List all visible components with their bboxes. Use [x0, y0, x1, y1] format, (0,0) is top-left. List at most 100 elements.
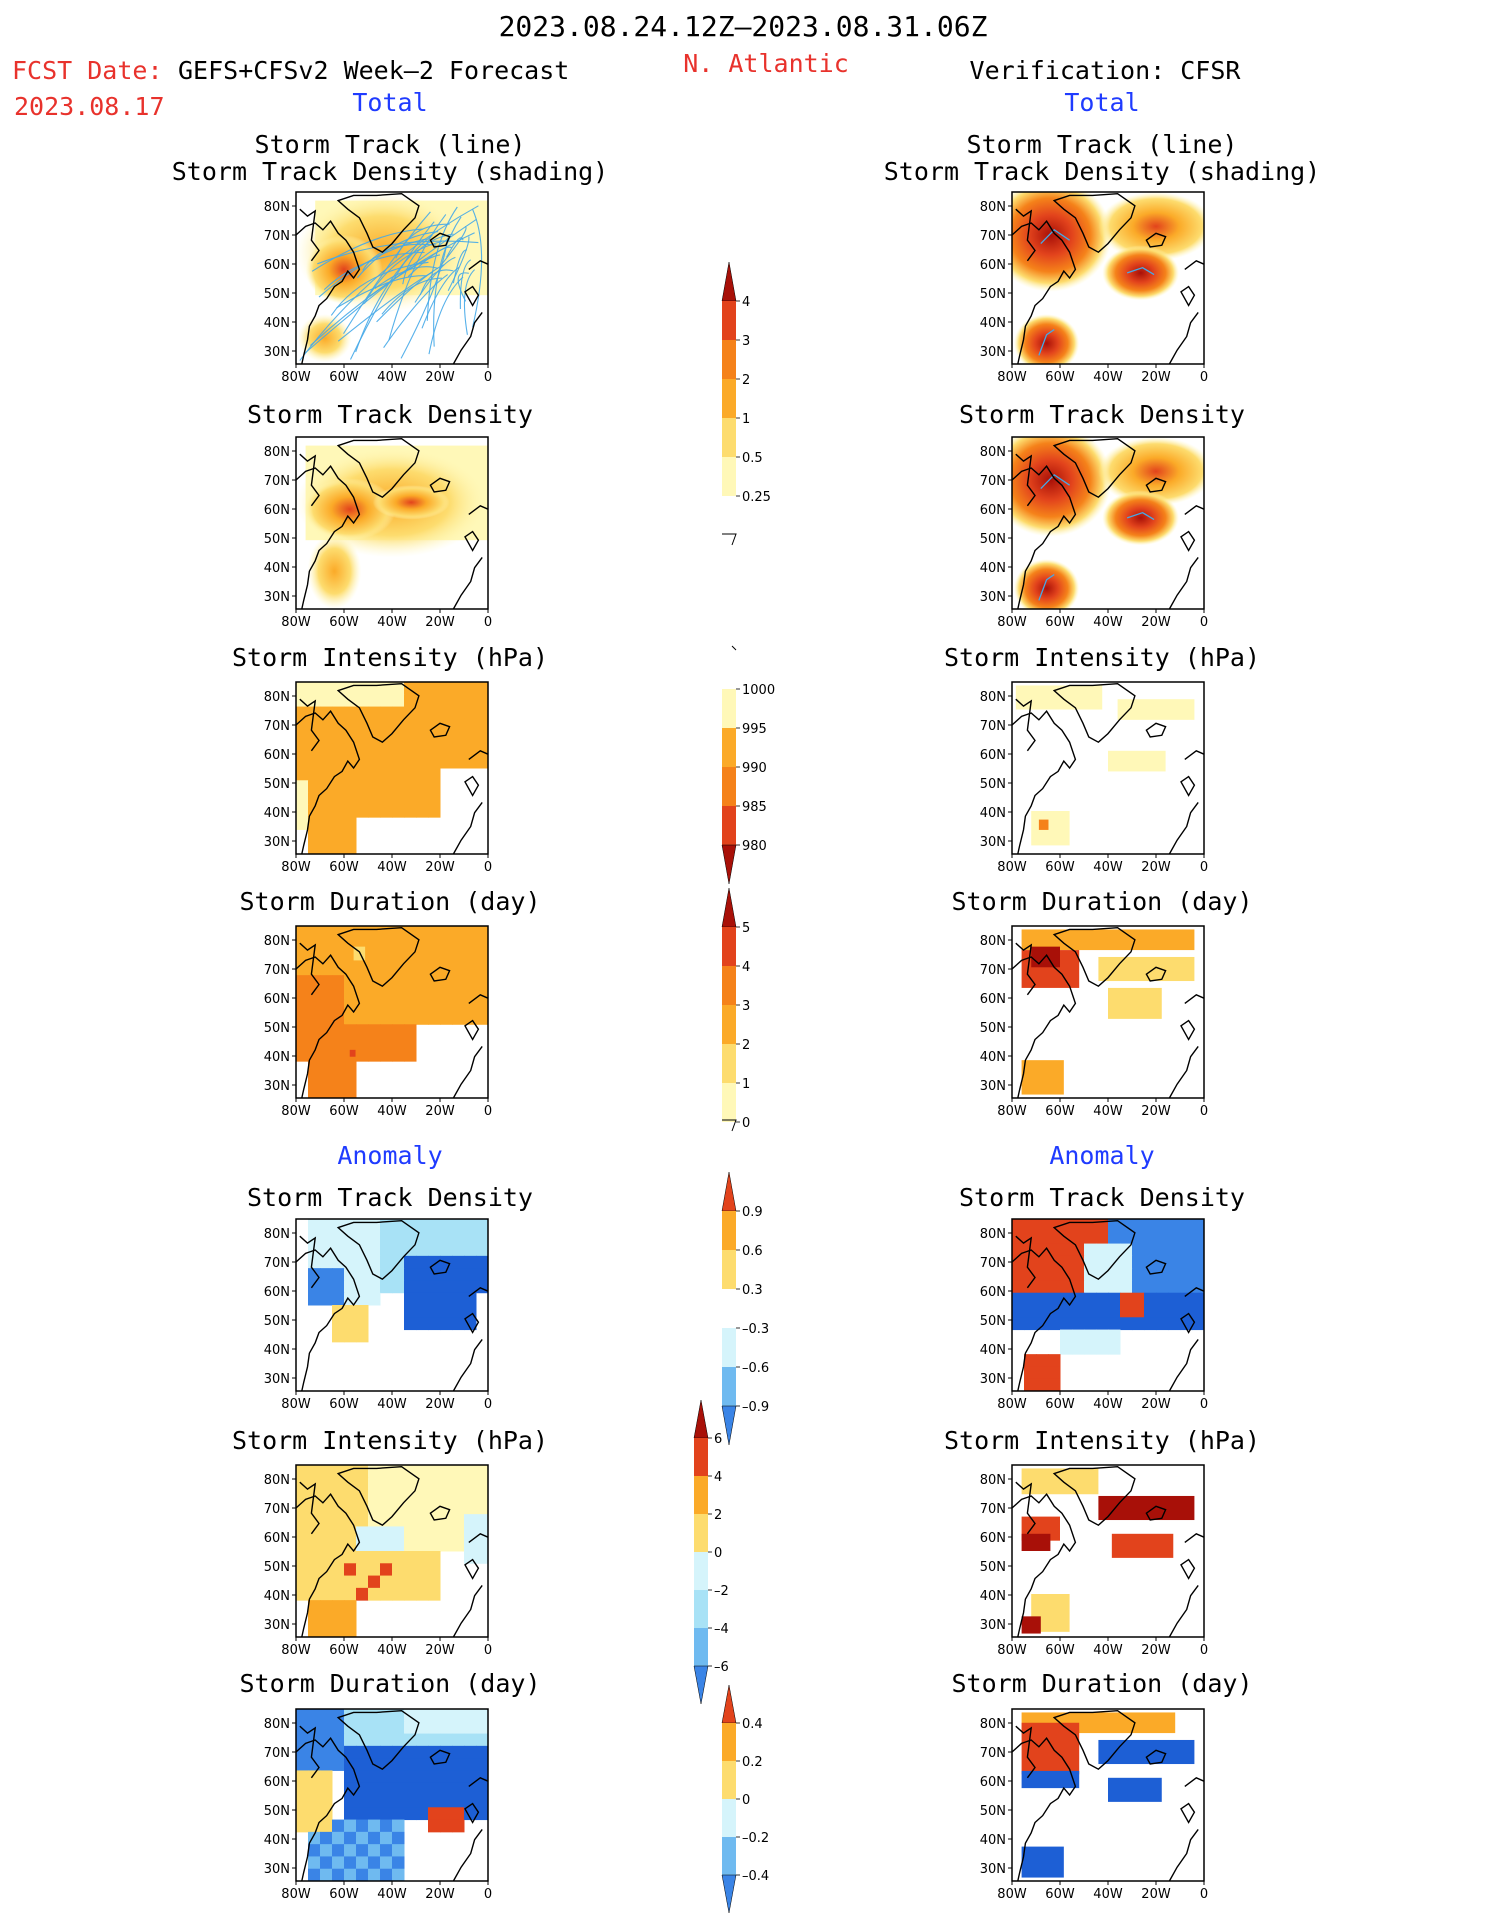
lat-tick-label: 60N: [980, 1531, 1006, 1546]
lat-tick-label: 30N: [980, 1372, 1006, 1387]
lat-tick-label: 50N: [264, 1314, 290, 1329]
colorbar-label: 0.4: [742, 1717, 763, 1732]
lon-tick-label: 0: [484, 1397, 492, 1412]
lon-tick-label: 60W: [329, 370, 359, 385]
lat-tick-label: 30N: [980, 1079, 1006, 1094]
lat-tick-label: 50N: [264, 532, 290, 547]
lon-tick-label: 20W: [1141, 1887, 1171, 1902]
lon-tick-label: 0: [484, 860, 492, 875]
lat-tick-label: 80N: [980, 1473, 1006, 1488]
colorbar-label: 0.6: [742, 1244, 763, 1259]
lon-tick-label: 40W: [1093, 1887, 1123, 1902]
lat-tick-label: 40N: [264, 561, 290, 576]
colorbar-label: 990: [742, 761, 767, 776]
lon-tick-label: 20W: [1141, 1643, 1171, 1658]
lat-tick-label: 70N: [980, 229, 1006, 244]
lat-tick-label: 80N: [264, 690, 290, 705]
lat-tick-label: 40N: [264, 806, 290, 821]
colorbar-label: –0.6: [742, 1361, 769, 1376]
lon-tick-label: 0: [484, 615, 492, 630]
colorbar-label: 1000: [742, 683, 775, 698]
colorbar-label: 6: [714, 1432, 722, 1447]
lat-tick-label: 80N: [264, 200, 290, 215]
lat-tick-label: 30N: [980, 590, 1006, 605]
lat-tick-label: 30N: [264, 590, 290, 605]
lat-tick-label: 50N: [980, 1804, 1006, 1819]
colorbar-label: –2: [714, 1584, 729, 1599]
lat-tick-label: 60N: [264, 1285, 290, 1300]
panel-intensity-verification: 80W 60W 40W 20W 0 80N 70N 60N 50N 40N 30N: [980, 681, 1208, 875]
lat-tick-label: 50N: [980, 1560, 1006, 1575]
colorbar-label: 0.2: [742, 1755, 763, 1770]
title-duration-left: Storm Duration (day): [239, 887, 541, 916]
lat-tick-label: 30N: [264, 1862, 290, 1877]
lat-tick-label: 70N: [980, 1502, 1006, 1517]
colorbar-track-density-anom: 0.9 0.6 0.3 –0.3 –0.6 –0.9: [721, 1171, 769, 1446]
lat-tick-label: 30N: [980, 835, 1006, 850]
colorbar-label: 0: [742, 1116, 750, 1131]
lat-tick-label: 60N: [264, 1531, 290, 1546]
lat-tick-label: 80N: [980, 1227, 1006, 1242]
lat-tick-label: 50N: [980, 532, 1006, 547]
lon-tick-label: 80W: [281, 1397, 311, 1412]
date-range-title: 2023.08.24.12Z–2023.08.31.06Z: [498, 10, 988, 43]
lat-tick-label: 40N: [264, 1343, 290, 1358]
lon-tick-label: 40W: [377, 1887, 407, 1902]
colorbar-label: 2: [742, 1038, 750, 1053]
colorbar-intensity-anom: 6 4 2 0 –2 –4 –6: [693, 1399, 729, 1705]
colorbar-intensity-total: 1000 995 990 985 980: [721, 645, 775, 885]
lon-tick-label: 60W: [1045, 1104, 1075, 1119]
lon-tick-label: 60W: [1045, 1643, 1075, 1658]
colorbar-label: –0.4: [742, 1869, 769, 1884]
lon-tick-label: 0: [484, 1887, 492, 1902]
lon-tick-label: 40W: [377, 1397, 407, 1412]
panel-track-density-verification: 80W 60W 40W 20W 0 80N 70N 60N 50N 40N 30N: [980, 436, 1208, 630]
lon-tick-label: 40W: [1093, 860, 1123, 875]
lat-tick-label: 50N: [980, 287, 1006, 302]
lat-tick-label: 70N: [264, 1746, 290, 1761]
lon-tick-label: 60W: [1045, 1397, 1075, 1412]
lat-tick-label: 80N: [264, 1473, 290, 1488]
anomaly-label-left: Anomaly: [337, 1141, 443, 1170]
lat-tick-label: 80N: [980, 1717, 1006, 1732]
title-anom-track-density-left: Storm Track Density: [247, 1183, 533, 1212]
lat-tick-label: 30N: [264, 1618, 290, 1633]
lat-tick-label: 60N: [264, 258, 290, 273]
lat-tick-label: 60N: [264, 503, 290, 518]
lon-tick-label: 20W: [1141, 370, 1171, 385]
title-track-shading-right: Storm Track Density (shading): [883, 157, 1321, 186]
lon-tick-label: 80W: [281, 370, 311, 385]
lat-tick-label: 50N: [980, 1314, 1006, 1329]
lat-tick-label: 80N: [980, 200, 1006, 215]
title-anom-track-density-right: Storm Track Density: [959, 1183, 1245, 1212]
colorbar-label: 5: [742, 921, 750, 936]
lat-tick-label: 40N: [264, 1050, 290, 1065]
lat-tick-label: 40N: [264, 1833, 290, 1848]
title-anom-intensity-right: Storm Intensity (hPa): [943, 1426, 1261, 1455]
colorbar-label: 0.5: [742, 451, 763, 466]
lat-tick-label: 40N: [264, 316, 290, 331]
colorbar-label: 0: [714, 1546, 722, 1561]
panel-anom-track-density-forecast: 80W 60W 40W 20W 0 80N 70N 60N 50N 40N 30N: [264, 1218, 492, 1412]
lon-tick-label: 20W: [425, 1104, 455, 1119]
lat-tick-label: 80N: [264, 934, 290, 949]
lat-tick-label: 70N: [980, 1746, 1006, 1761]
fcst-date-label: FCST Date:: [12, 56, 163, 85]
lon-tick-label: 40W: [377, 1104, 407, 1119]
lon-tick-label: 20W: [425, 860, 455, 875]
lon-tick-label: 60W: [1045, 860, 1075, 875]
lat-tick-label: 40N: [980, 1589, 1006, 1604]
colorbar-duration-total: 5 4 3 2 1 0: [721, 887, 750, 1161]
lat-tick-label: 60N: [980, 503, 1006, 518]
title-track-density-right: Storm Track Density: [959, 400, 1245, 429]
total-label-left: Total: [352, 88, 428, 117]
panel-anom-intensity-verification: 80W 60W 40W 20W 0 80N 70N 60N 50N 40N 30N: [980, 1464, 1208, 1658]
lon-tick-label: 0: [1200, 1643, 1208, 1658]
colorbar-label: 4: [742, 960, 750, 975]
colorbar-label: 4: [714, 1470, 722, 1485]
lon-tick-label: 40W: [1093, 615, 1123, 630]
lon-tick-label: 60W: [329, 860, 359, 875]
colorbar-label: –6: [714, 1660, 729, 1675]
colorbar-label: –0.9: [742, 1400, 769, 1415]
